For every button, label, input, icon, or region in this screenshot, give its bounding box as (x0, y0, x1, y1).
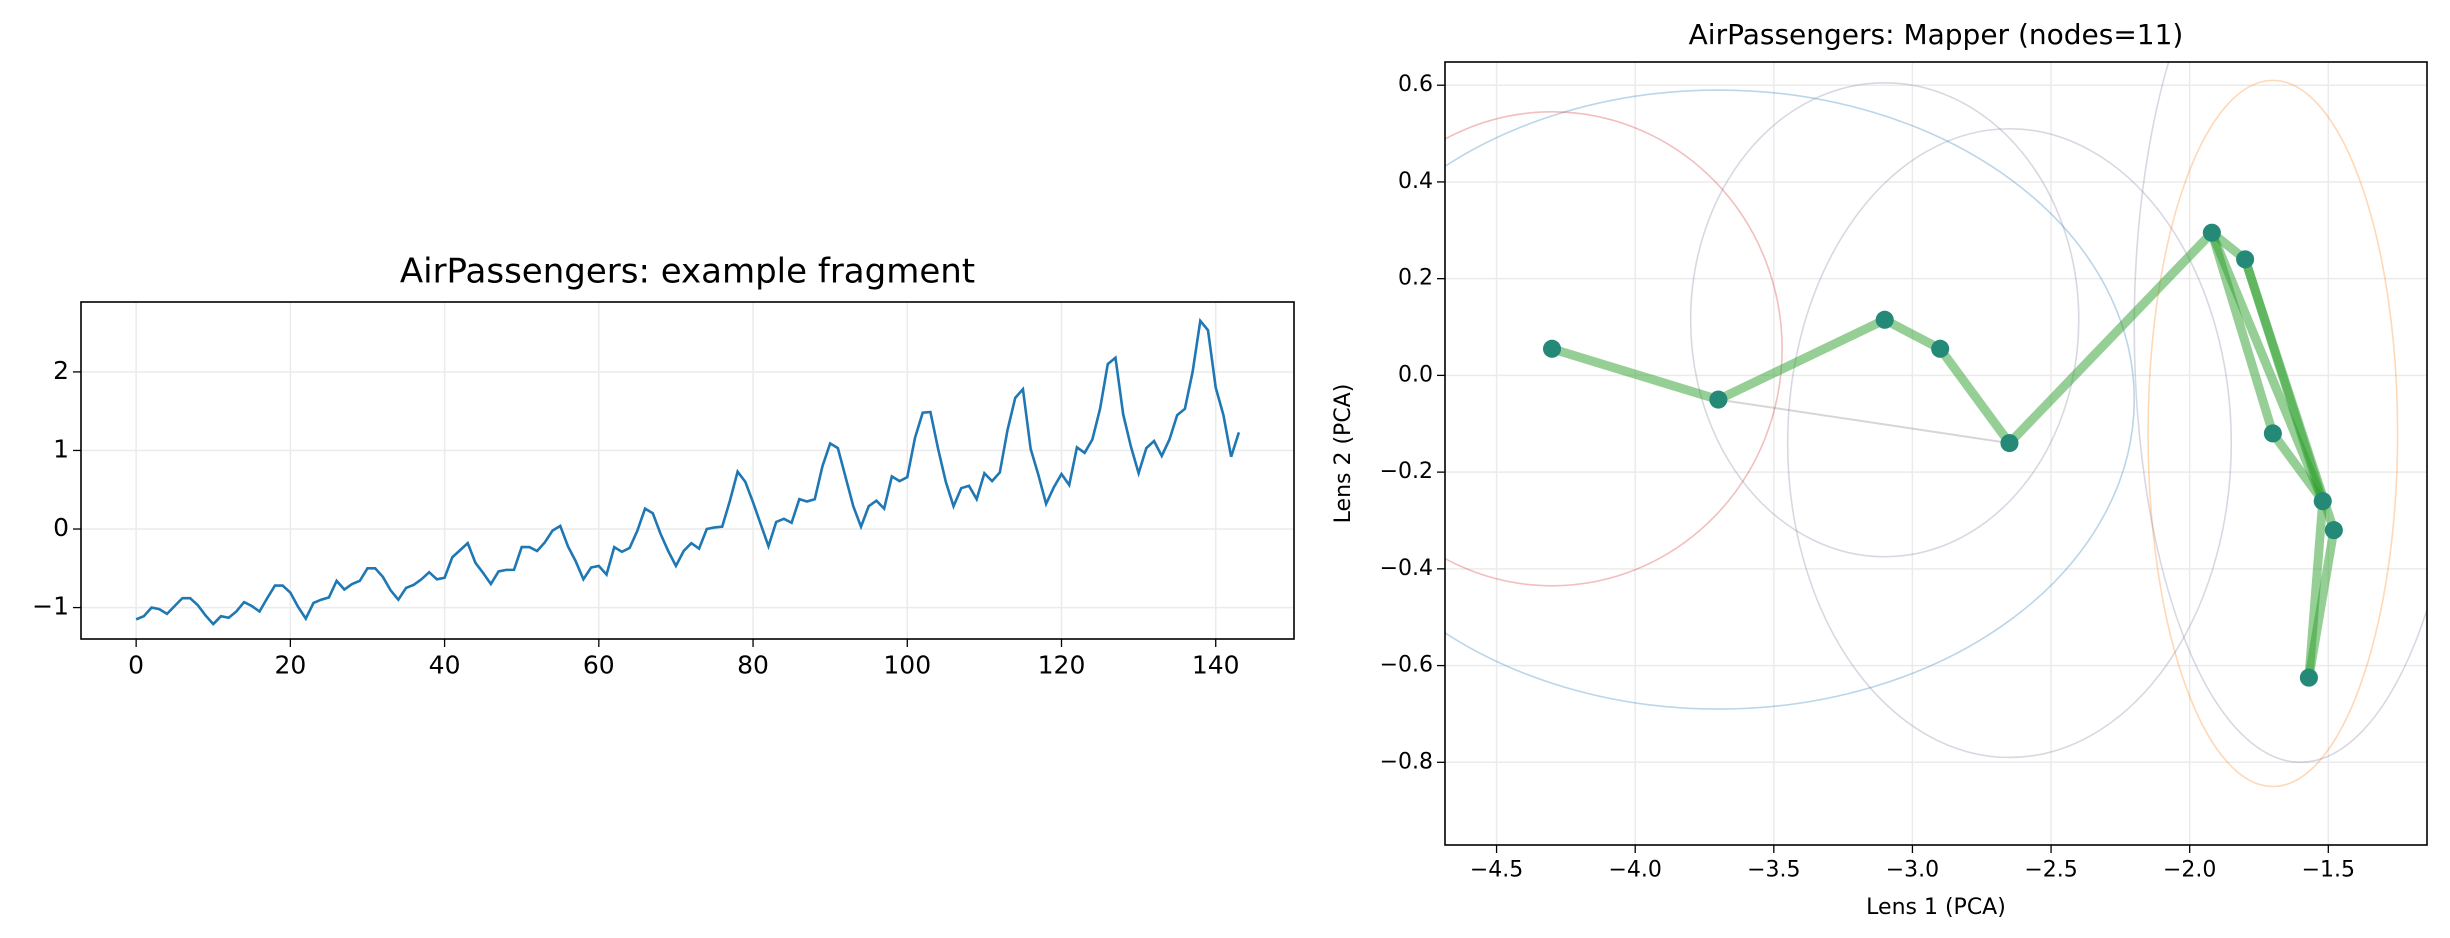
x-tick-label: −3.0 (1886, 857, 1939, 882)
x-tick-label: 40 (429, 651, 461, 680)
cover-ellipse (1445, 89, 2135, 710)
node-overlay (2299, 668, 2318, 687)
chart-title: AirPassengers: example fragment (400, 252, 975, 292)
y-tick-label: −0.2 (1380, 459, 1433, 484)
y-tick-label: −0.8 (1380, 749, 1433, 774)
node-overlay (1709, 390, 1728, 409)
y-tick-label: −1 (32, 592, 69, 621)
y-tick-label: 2 (53, 356, 69, 385)
edge (1713, 315, 1890, 405)
edge (2304, 525, 2339, 683)
x-tick-label: 140 (1192, 651, 1240, 680)
plot-area (1445, 62, 2427, 845)
x-axis-label: Lens 1 (PCA) (1866, 895, 2006, 920)
x-tick-label: −2.0 (2163, 857, 2216, 882)
cover-ellipse (2133, 62, 2427, 763)
y-tick-label: −0.4 (1380, 556, 1433, 581)
edge (1880, 315, 1945, 354)
x-tick-label: 20 (274, 651, 306, 680)
node-overlay (2000, 434, 2019, 453)
y-tick-label: 0.2 (1398, 266, 1433, 291)
y-tick-label: 0.4 (1398, 169, 1433, 194)
edge (2240, 254, 2328, 506)
y-tick-label: −0.6 (1380, 653, 1433, 678)
edge (2207, 228, 2278, 438)
data-line (135, 317, 1241, 626)
node (1709, 390, 1728, 409)
node-overlay (1543, 339, 1562, 358)
node (2299, 668, 2318, 687)
node (2263, 424, 2282, 443)
node (2202, 223, 2221, 242)
x-tick-label: 0 (128, 651, 144, 680)
x-tick-label: 80 (737, 651, 769, 680)
x-tick-label: 60 (583, 651, 615, 680)
y-tick-label: 0.0 (1398, 362, 1433, 387)
x-tick-label: 120 (1038, 651, 1086, 680)
x-tick-label: −1.5 (2302, 857, 2355, 882)
faint-edge (1718, 398, 2010, 445)
chart-title: AirPassengers: Mapper (nodes=11) (1689, 18, 2184, 51)
y-tick-label: 0 (53, 513, 69, 542)
node-overlay (2324, 521, 2343, 540)
cover-ellipse (1689, 81, 2080, 558)
node-overlay (1931, 339, 1950, 358)
node-overlay (2236, 250, 2255, 269)
y-tick-label: 1 (53, 434, 69, 463)
node-overlay (1875, 310, 1894, 329)
node-overlay (2202, 223, 2221, 242)
x-tick-label: −2.5 (2024, 857, 2077, 882)
edge (1547, 344, 1723, 405)
edge (1935, 344, 2014, 448)
node-overlay (2313, 492, 2332, 511)
y-axis-label: Lens 2 (PCA) (1331, 384, 1356, 524)
edge (2004, 228, 2217, 448)
x-tick-label: 100 (883, 651, 931, 680)
node (1875, 310, 1894, 329)
cover-ellipse (2147, 79, 2399, 788)
node (2313, 492, 2332, 511)
node (2000, 434, 2019, 453)
axes-frame (1444, 61, 2428, 846)
axes-frame (80, 301, 1295, 640)
node (1931, 339, 1950, 358)
y-tick-label: 0.6 (1398, 72, 1433, 97)
x-tick-label: −3.5 (1747, 857, 1800, 882)
plot-area (81, 302, 1294, 639)
node (2236, 250, 2255, 269)
cover-ellipse (1445, 111, 1783, 587)
node (2324, 521, 2343, 540)
node-overlay (2263, 424, 2282, 443)
node (1543, 339, 1562, 358)
x-tick-label: −4.0 (1608, 857, 1661, 882)
x-tick-label: −4.5 (1470, 857, 1523, 882)
cover-ellipse (1786, 127, 2233, 759)
